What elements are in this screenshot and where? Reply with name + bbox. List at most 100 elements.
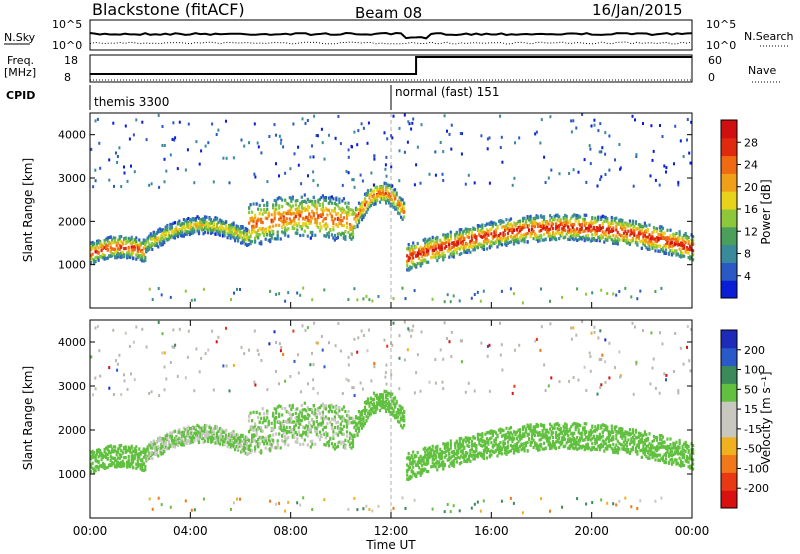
velocity-cell <box>376 396 379 400</box>
power-cell <box>267 214 270 218</box>
velocity-cell <box>451 463 454 467</box>
power-cell <box>302 221 305 226</box>
velocity-cell <box>158 446 161 450</box>
power-cell <box>632 184 635 188</box>
power-cell <box>526 232 529 236</box>
power-cell <box>99 241 102 245</box>
velocity-cell <box>300 433 303 437</box>
velocity-cell <box>305 409 308 413</box>
velocity-cell <box>425 462 428 466</box>
power-cell <box>436 239 439 243</box>
power-cell <box>284 233 287 237</box>
velocity-cell <box>433 464 436 468</box>
power-cell <box>491 240 494 244</box>
power-cell <box>109 242 112 246</box>
power-cell <box>263 229 266 233</box>
power-cell <box>296 228 299 232</box>
power-cell <box>251 216 254 220</box>
velocity-cell <box>412 465 415 469</box>
power-cell <box>391 136 394 140</box>
velocity-cell <box>231 431 234 435</box>
power-cell <box>285 222 288 226</box>
power-cell <box>485 237 488 241</box>
power-cell <box>541 227 544 231</box>
power-cell <box>479 243 482 247</box>
power-cell <box>136 249 139 253</box>
power-cell <box>565 223 568 227</box>
velocity-cell <box>254 447 257 451</box>
velocity-cell <box>187 434 190 438</box>
power-cell <box>97 239 100 243</box>
power-cell <box>155 239 158 243</box>
power-cell <box>236 287 238 291</box>
power-cell <box>409 265 412 269</box>
velocity-cell <box>320 434 323 438</box>
power-cell <box>379 187 382 191</box>
power-cell <box>285 217 288 221</box>
power-cell <box>466 235 469 239</box>
power-cell <box>512 235 516 239</box>
power-cell <box>102 252 105 256</box>
velocity-cell <box>309 428 312 432</box>
power-cell <box>524 219 528 223</box>
power-cell <box>205 227 208 231</box>
power-cell <box>293 219 296 223</box>
power-cell <box>512 292 515 296</box>
power-cell <box>217 128 220 132</box>
power-cell <box>540 215 543 219</box>
power-cell <box>652 242 656 246</box>
power-cell <box>341 219 344 223</box>
power-cell <box>591 222 594 226</box>
power-cell <box>592 226 595 231</box>
power-cell <box>466 250 469 255</box>
velocity-cell <box>463 459 466 463</box>
velocity-cell <box>161 440 164 444</box>
power-cell <box>482 247 485 251</box>
power-cell <box>287 234 290 238</box>
power-cell <box>261 231 264 235</box>
cpid-segment-themis: themis 3300 <box>94 95 169 109</box>
power-cell <box>424 246 427 250</box>
power-cell <box>440 243 443 247</box>
power-cell <box>96 255 99 259</box>
power-cell <box>616 236 619 241</box>
velocity-cell <box>475 444 478 448</box>
power-cell <box>151 247 154 251</box>
power-cell <box>413 251 416 255</box>
velocity-cell <box>151 446 154 450</box>
velocity-cell <box>276 442 279 446</box>
velocity-cell <box>385 399 388 404</box>
power-cell <box>407 267 410 271</box>
velocity-cell <box>247 452 250 456</box>
power-cell <box>144 242 147 246</box>
velocity-cell <box>184 438 187 442</box>
velocity-cell <box>300 418 303 423</box>
power-cell <box>336 232 339 236</box>
power-cell <box>403 215 406 219</box>
velocity-cell <box>443 455 446 459</box>
velocity-cell <box>422 467 425 471</box>
power-cell <box>267 229 270 233</box>
velocity-cell <box>99 453 102 457</box>
power-cell <box>625 241 628 245</box>
power-cell <box>630 295 633 299</box>
velocity-cell <box>206 434 210 438</box>
power-cell <box>458 252 461 257</box>
velocity-cell <box>166 433 169 437</box>
power-cell <box>291 226 294 230</box>
velocity-cell <box>363 405 367 409</box>
velocity-cell <box>260 429 263 433</box>
velocity-cell <box>445 449 448 453</box>
power-cell <box>306 225 309 229</box>
power-cell <box>610 219 613 223</box>
power-cell <box>371 194 374 198</box>
power-cell <box>281 220 284 224</box>
velocity-cell <box>418 460 421 464</box>
power-cell <box>132 240 135 244</box>
velocity-cell <box>338 409 341 413</box>
power-cell <box>317 200 320 204</box>
cpid-label: CPID <box>6 89 35 102</box>
power-cell <box>500 289 503 293</box>
power-cell <box>382 193 385 197</box>
power-cell <box>515 235 519 239</box>
